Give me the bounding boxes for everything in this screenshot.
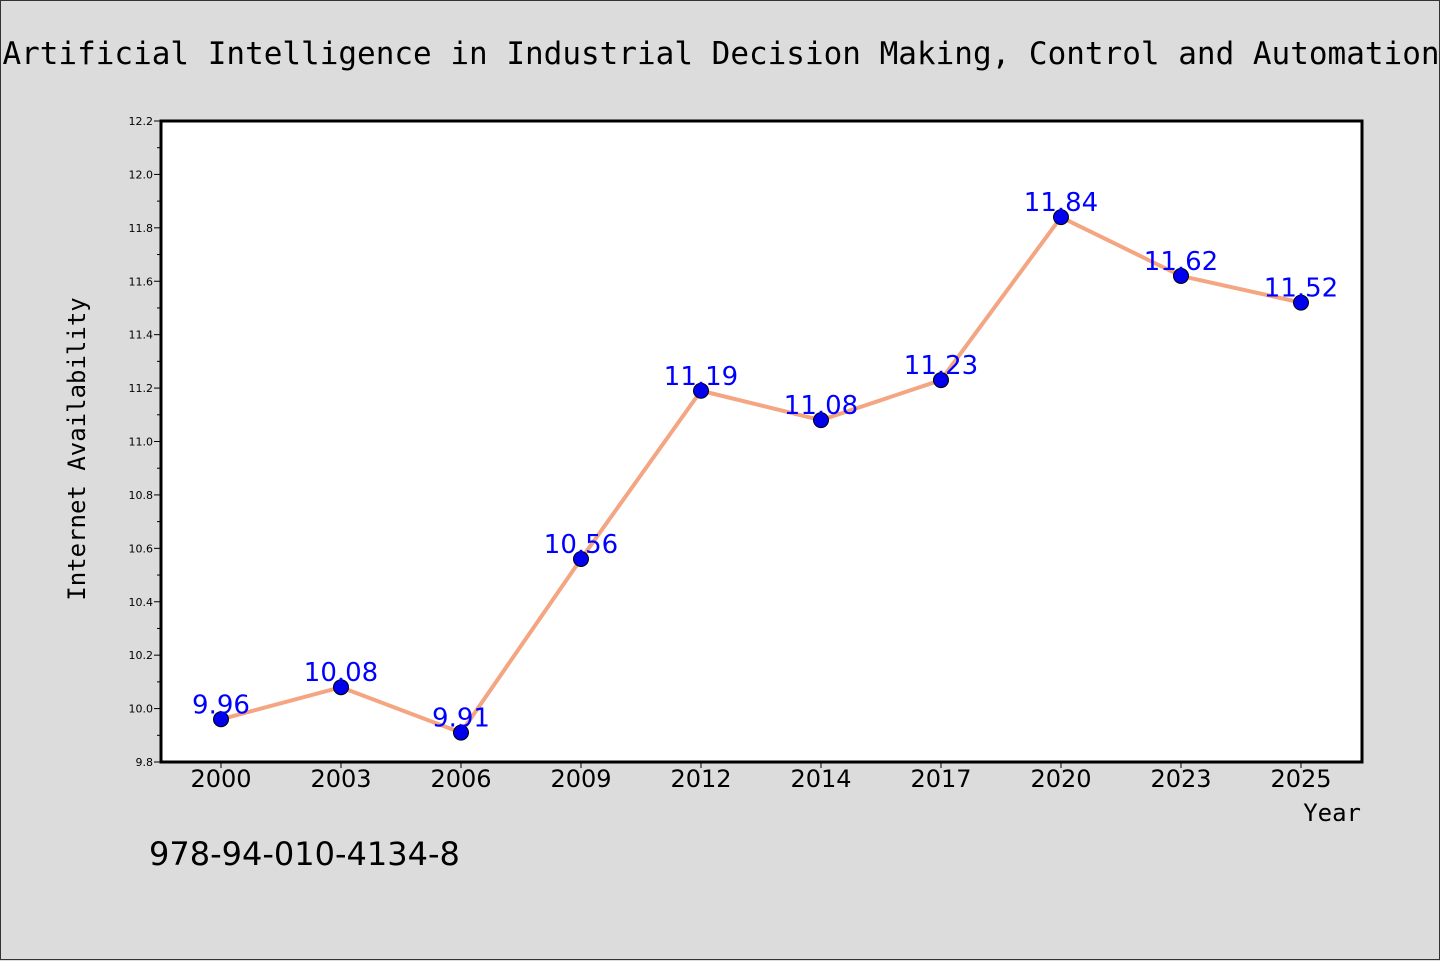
data-label: 11.08	[784, 391, 858, 421]
x-tick-label: 2014	[790, 765, 851, 793]
series-line	[220, 215, 1302, 735]
x-tick-label: 2017	[910, 765, 971, 793]
data-labels: 9.96 10.08 9.91 10.56 11.19 11.08 11.23 11.84 11…	[192, 188, 1338, 733]
y-tick-label: 10.4	[129, 596, 154, 609]
series-line-group	[213, 209, 1309, 741]
data-label: 11.52	[1264, 274, 1338, 304]
x-tick-label: 2023	[1150, 765, 1211, 793]
y-tick-label: 12.0	[129, 168, 154, 181]
data-label: 11.62	[1144, 247, 1218, 277]
data-point	[1293, 294, 1309, 311]
y-tick-label: 10.2	[129, 649, 154, 662]
data-label: 11.19	[664, 362, 738, 392]
x-tick-label: 2025	[1270, 765, 1331, 793]
x-tick-label: 2003	[310, 765, 371, 793]
data-point	[813, 412, 829, 429]
y-tick-label: 11.4	[129, 329, 154, 342]
plot-area	[159, 119, 1364, 764]
isbn-text: 978-94-010-4134-8	[149, 835, 460, 873]
x-tick-label: 2009	[550, 765, 611, 793]
data-point	[1053, 209, 1069, 226]
y-tick-label: 9.8	[136, 756, 154, 769]
data-label: 10.08	[304, 658, 378, 688]
y-axis: 9.8 10.0 10.2 10.4 10.6 10.8 11.0 11.2 11.4 11.6 1…	[129, 115, 161, 769]
x-axis-label: Year	[1303, 799, 1361, 827]
data-point	[1173, 267, 1189, 284]
y-tick-label: 11.6	[129, 275, 154, 288]
y-tick-label: 11.8	[129, 222, 154, 235]
data-point	[693, 382, 709, 399]
y-tick-label: 10.8	[129, 489, 154, 502]
x-axis: 2000 2003 2006 2009 2012 2014 2017 2020 2023 2025	[190, 762, 1332, 793]
chart-title: Artificial Intelligence in Industrial De…	[2, 36, 1439, 72]
y-tick-label: 11.2	[129, 382, 154, 395]
data-point	[213, 711, 229, 728]
x-tick-label: 2006	[430, 765, 491, 793]
y-axis-label: Internet Availability	[63, 297, 91, 600]
data-point	[573, 551, 589, 568]
y-tick-label: 10.0	[129, 703, 154, 716]
data-label: 9.96	[192, 690, 250, 720]
data-point	[933, 372, 949, 389]
x-tick-label: 2012	[670, 765, 731, 793]
data-point	[333, 679, 349, 696]
data-point	[453, 724, 469, 741]
data-label: 9.91	[432, 704, 490, 734]
x-tick-label: 2000	[190, 765, 251, 793]
data-label: 11.23	[904, 351, 978, 381]
data-label: 10.56	[544, 530, 618, 560]
y-tick-label: 11.0	[129, 436, 154, 449]
data-label: 11.84	[1024, 188, 1098, 218]
y-tick-label: 12.2	[129, 115, 154, 128]
x-tick-label: 2020	[1030, 765, 1091, 793]
y-tick-label: 10.6	[129, 542, 154, 555]
